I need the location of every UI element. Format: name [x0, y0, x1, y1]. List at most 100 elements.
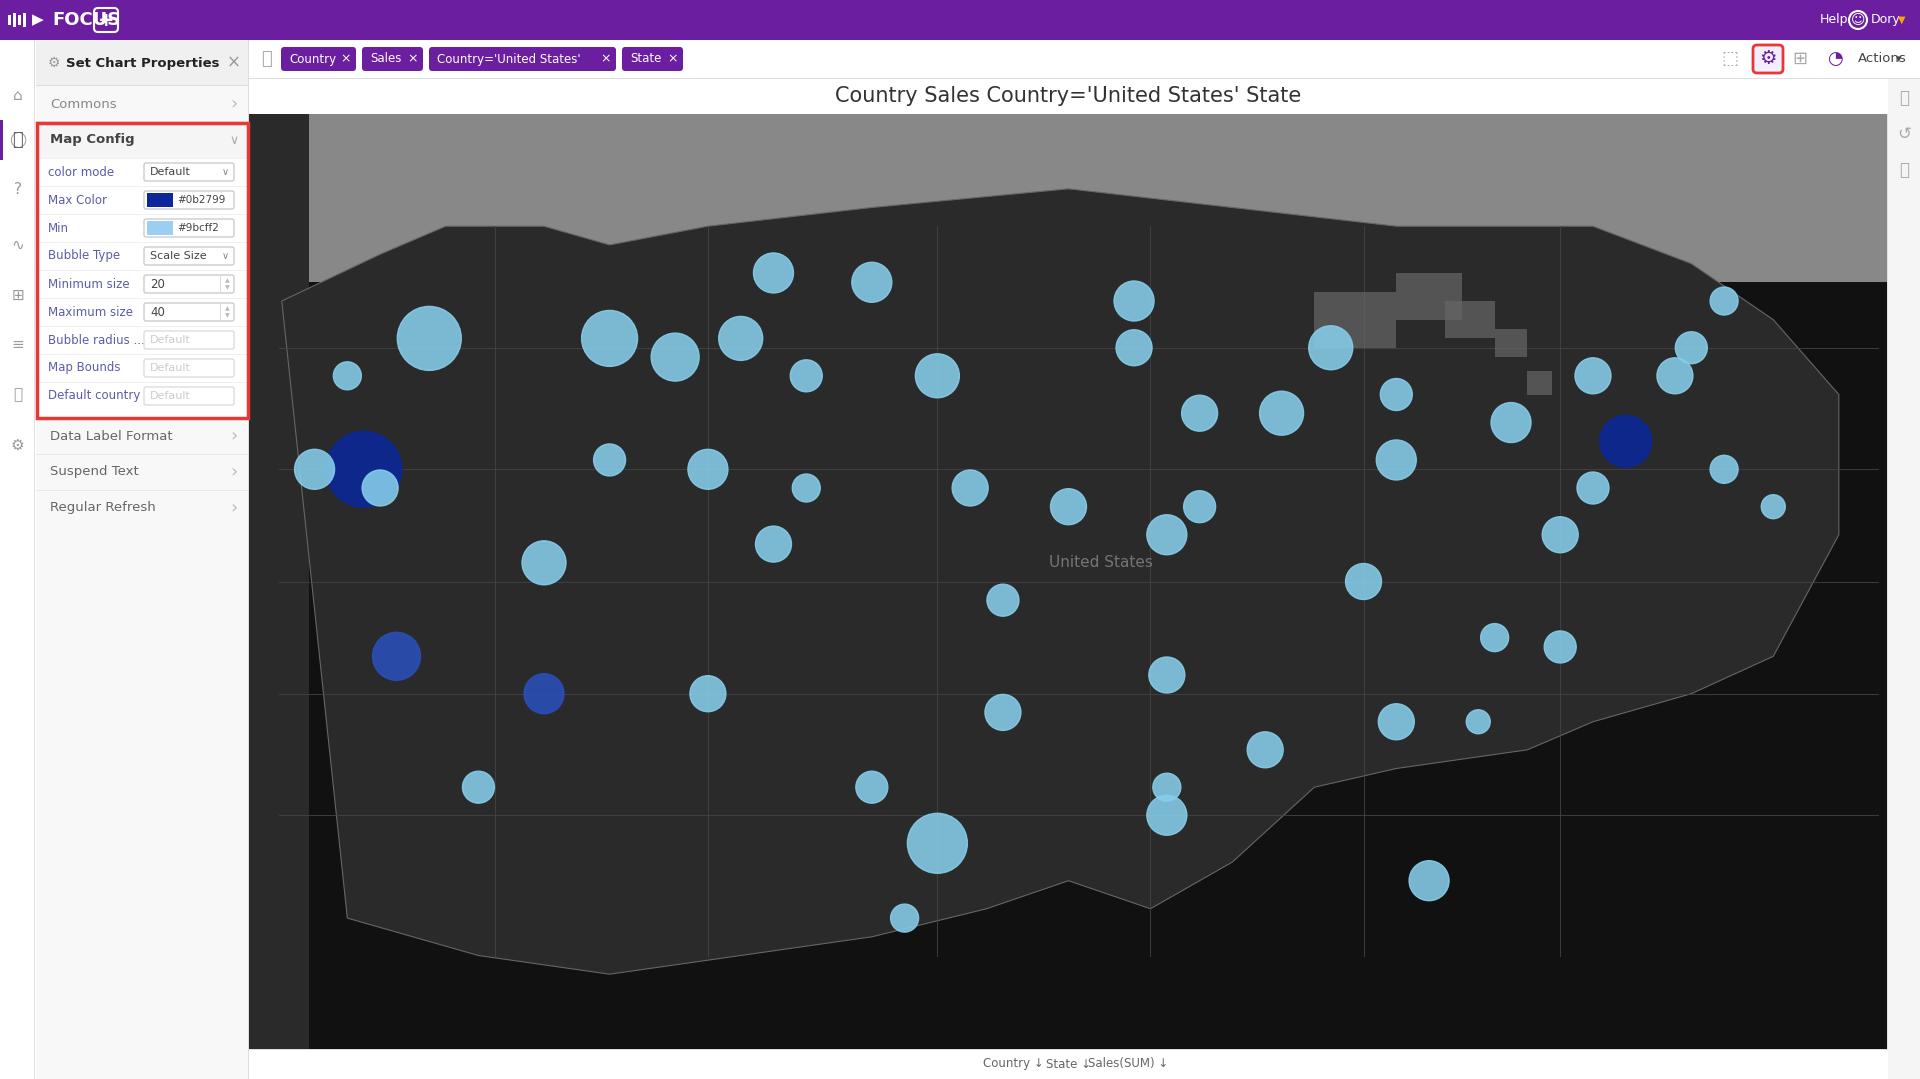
FancyBboxPatch shape [23, 13, 27, 27]
Circle shape [463, 771, 495, 803]
Circle shape [1260, 392, 1304, 435]
Circle shape [1492, 402, 1530, 442]
FancyBboxPatch shape [36, 418, 248, 454]
Text: State: State [630, 53, 660, 66]
Text: ⤢: ⤢ [1899, 88, 1908, 107]
Circle shape [1114, 281, 1154, 320]
FancyBboxPatch shape [36, 40, 248, 1079]
Text: Map Bounds: Map Bounds [48, 361, 121, 374]
Circle shape [718, 316, 762, 360]
Text: ∨: ∨ [228, 134, 238, 147]
FancyBboxPatch shape [428, 47, 616, 71]
Text: ⌕: ⌕ [261, 50, 273, 68]
Circle shape [1152, 774, 1181, 802]
Circle shape [1576, 472, 1609, 504]
FancyBboxPatch shape [36, 122, 248, 418]
Circle shape [524, 673, 564, 713]
Text: ×: × [227, 54, 240, 72]
Text: ⊞: ⊞ [12, 287, 23, 302]
FancyBboxPatch shape [0, 40, 35, 1079]
Text: Max Color: Max Color [48, 193, 108, 206]
FancyBboxPatch shape [144, 247, 234, 265]
Text: 40: 40 [150, 305, 165, 318]
FancyBboxPatch shape [144, 219, 234, 237]
FancyBboxPatch shape [148, 221, 173, 235]
Text: Set Chart Properties: Set Chart Properties [65, 56, 219, 69]
Text: +: + [98, 11, 115, 29]
Text: Bubble radius ...: Bubble radius ... [48, 333, 144, 346]
Circle shape [952, 470, 989, 506]
Circle shape [1574, 358, 1611, 394]
Text: State ↓: State ↓ [1046, 1057, 1091, 1070]
Circle shape [1379, 704, 1415, 740]
Circle shape [1761, 494, 1786, 519]
FancyBboxPatch shape [36, 490, 248, 525]
Circle shape [1183, 491, 1215, 522]
FancyBboxPatch shape [363, 47, 422, 71]
Circle shape [753, 252, 793, 293]
Text: ▼: ▼ [225, 285, 228, 290]
Text: color mode: color mode [48, 165, 113, 178]
FancyBboxPatch shape [13, 13, 15, 27]
FancyBboxPatch shape [36, 86, 248, 122]
FancyBboxPatch shape [148, 193, 173, 207]
Text: ×: × [668, 53, 678, 66]
Polygon shape [1494, 329, 1528, 357]
Text: Map Config: Map Config [50, 134, 134, 147]
Text: Sales(SUM) ↓: Sales(SUM) ↓ [1089, 1057, 1169, 1070]
Text: ?: ? [13, 182, 21, 197]
FancyBboxPatch shape [309, 114, 1887, 282]
Circle shape [294, 449, 334, 489]
Text: ›: › [230, 427, 238, 445]
Text: Min: Min [48, 221, 69, 234]
FancyBboxPatch shape [144, 359, 234, 377]
Text: ×: × [340, 53, 351, 66]
Text: Scale Size: Scale Size [150, 251, 207, 261]
Circle shape [755, 527, 791, 562]
Circle shape [1711, 287, 1738, 315]
FancyBboxPatch shape [36, 454, 248, 490]
Circle shape [582, 311, 637, 367]
Text: ⓘ: ⓘ [1899, 161, 1908, 179]
Circle shape [985, 695, 1021, 730]
FancyBboxPatch shape [144, 387, 234, 405]
Text: Country: Country [290, 53, 336, 66]
Text: Default country: Default country [48, 390, 140, 402]
Text: United States: United States [1050, 556, 1154, 571]
Text: ⚙: ⚙ [12, 437, 25, 452]
FancyBboxPatch shape [250, 1049, 1887, 1079]
Circle shape [1146, 515, 1187, 555]
Text: ∨: ∨ [221, 167, 228, 177]
Text: Default: Default [150, 334, 190, 345]
FancyBboxPatch shape [1753, 45, 1784, 73]
Text: ×: × [601, 53, 611, 66]
Polygon shape [1528, 371, 1551, 395]
Text: Help: Help [1820, 14, 1849, 27]
Circle shape [1542, 517, 1578, 552]
FancyBboxPatch shape [0, 120, 4, 160]
Text: ›: › [230, 498, 238, 517]
FancyBboxPatch shape [622, 47, 684, 71]
Text: ⬚: ⬚ [1722, 50, 1738, 68]
FancyBboxPatch shape [36, 122, 248, 158]
Circle shape [1657, 358, 1693, 394]
Text: ↺: ↺ [1897, 125, 1910, 144]
Text: ∨: ∨ [221, 251, 228, 261]
Text: Actions: Actions [1859, 53, 1907, 66]
FancyBboxPatch shape [280, 47, 355, 71]
FancyBboxPatch shape [144, 191, 234, 209]
Text: ▲: ▲ [225, 278, 228, 283]
Circle shape [1346, 563, 1382, 600]
Text: ≡: ≡ [12, 338, 23, 353]
Text: ⊞: ⊞ [1793, 50, 1807, 68]
Text: Minimum size: Minimum size [48, 277, 131, 290]
Text: Data Label Format: Data Label Format [50, 429, 173, 442]
Circle shape [687, 449, 728, 489]
Circle shape [987, 584, 1020, 616]
Circle shape [593, 443, 626, 476]
Circle shape [1544, 631, 1576, 663]
Text: Bubble Type: Bubble Type [48, 249, 121, 262]
Text: Sales: Sales [371, 53, 401, 66]
Circle shape [852, 262, 891, 302]
Text: ◯: ◯ [10, 132, 27, 148]
